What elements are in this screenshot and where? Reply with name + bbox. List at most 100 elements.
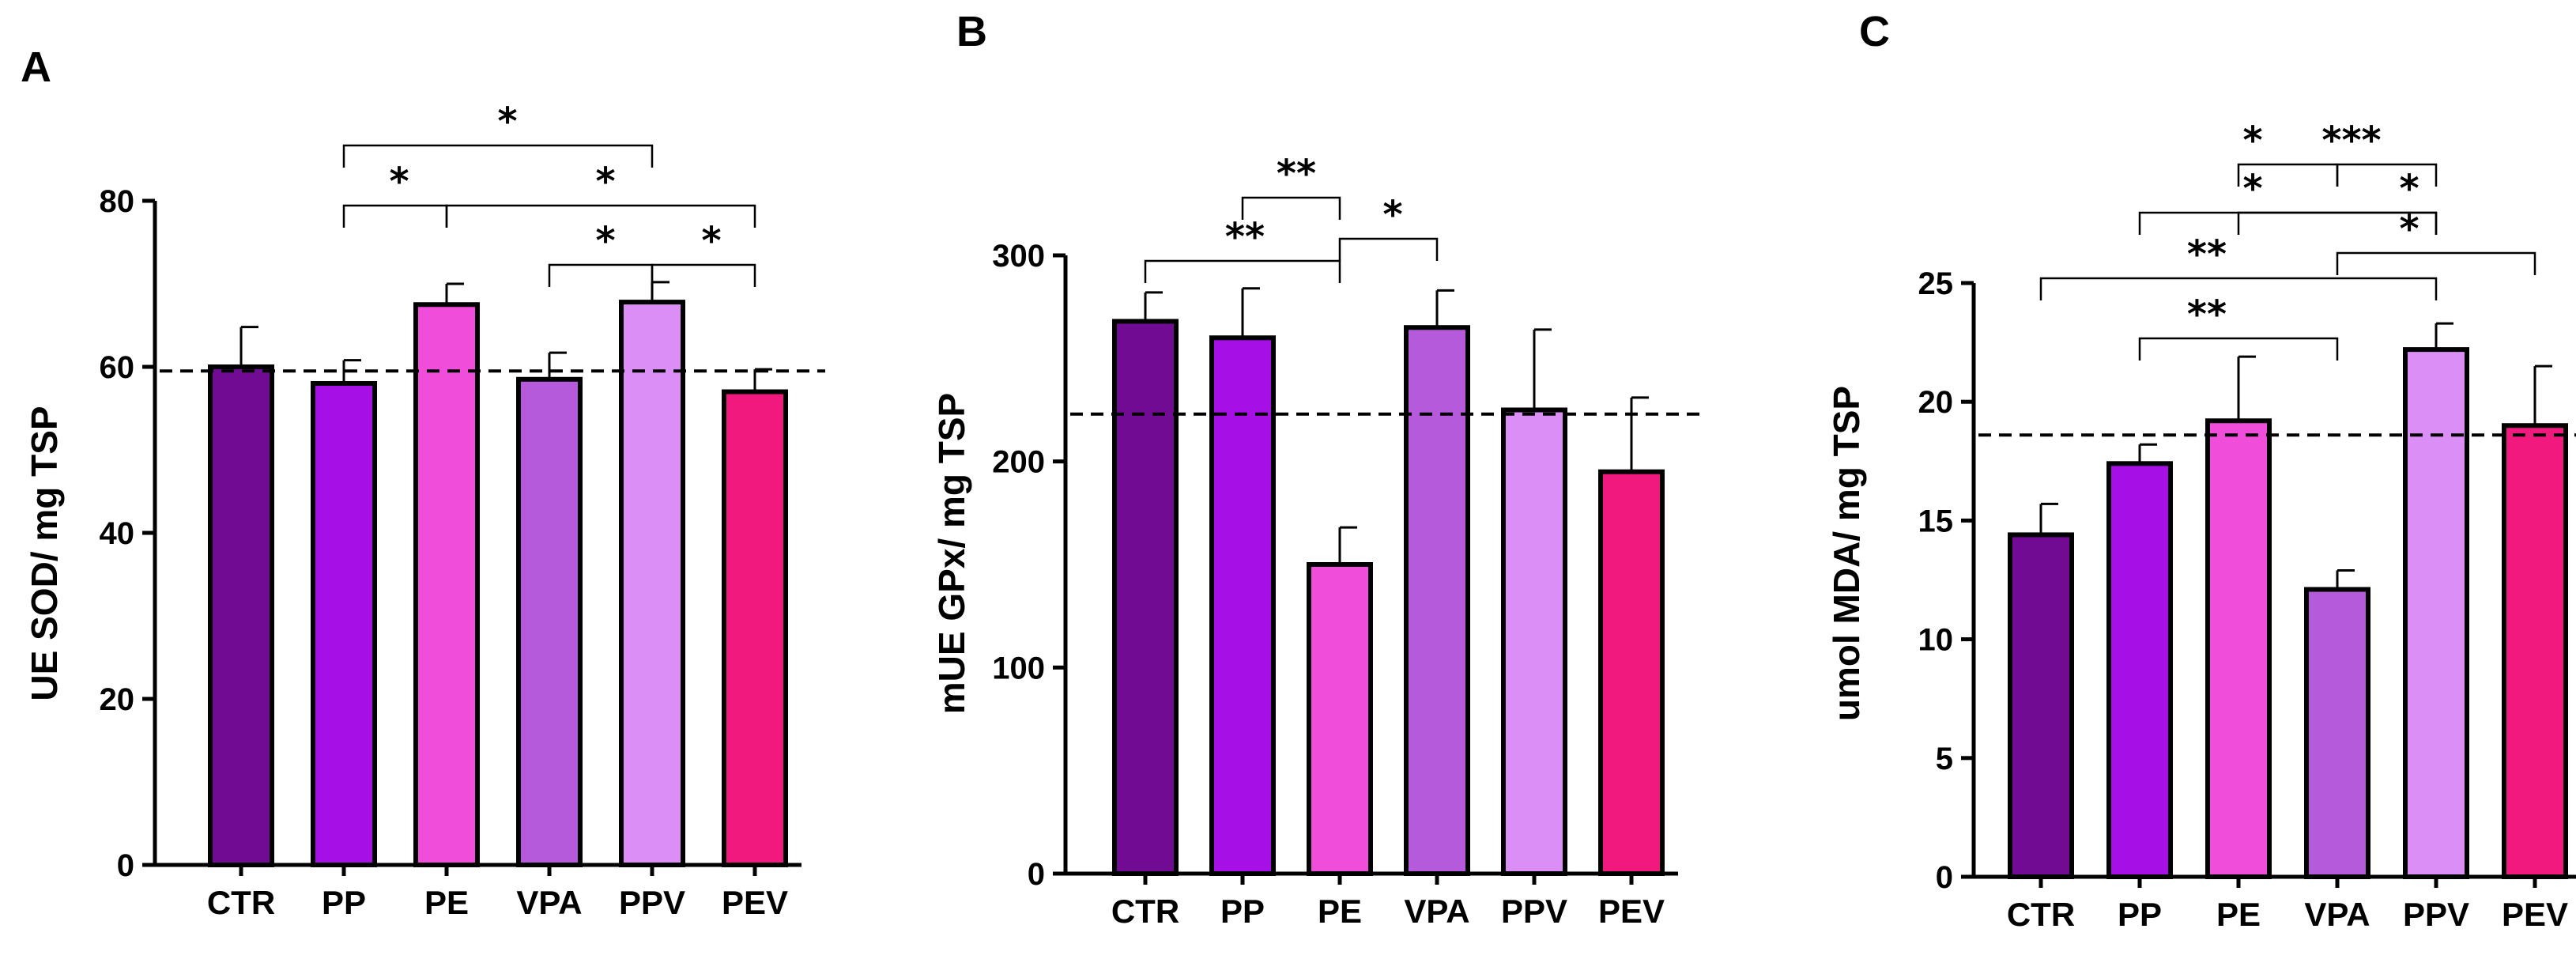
x-tick-label: PEV	[722, 884, 788, 921]
x-tick-label: PP	[1220, 893, 1265, 930]
significance-bracket	[445, 204, 756, 228]
y-tick-label: 0	[117, 848, 134, 883]
bar-pev	[1598, 469, 1665, 876]
y-tick-label: 40	[100, 516, 135, 551]
significance-bracket	[2039, 277, 2438, 300]
x-tick-label: VPA	[1404, 893, 1469, 930]
x-tick-label: VPA	[2304, 896, 2370, 933]
significance-label: *	[2399, 207, 2419, 251]
y-axis-title-c: umol MDA/ mg TSP	[1826, 386, 1867, 721]
significance-label: *	[2242, 167, 2262, 211]
bars-c	[1978, 322, 2576, 879]
panel-b: B mUE GPx/ mg TSP 0 100 200 300 CTR PP PE VPA P…	[931, 8, 1702, 930]
x-tick-label: PP	[322, 884, 366, 921]
bar-vpa	[2304, 587, 2370, 879]
significance-label: *	[595, 160, 615, 204]
panel-letter-a: A	[21, 43, 51, 91]
significance-bracket	[342, 204, 448, 228]
significance-bracket	[1338, 237, 1439, 261]
y-tick-label: 200	[992, 445, 1045, 480]
x-tick-label: CTR	[2007, 896, 2075, 933]
significance-label: **	[1277, 152, 1316, 196]
y-tick-label: 20	[100, 682, 135, 717]
bar-pe	[2205, 418, 2272, 879]
significance-bracket	[2138, 211, 2438, 235]
significance-label: *	[2242, 119, 2262, 163]
significance-c: ******* ****	[2039, 119, 2536, 361]
bar-pp	[1209, 335, 1276, 876]
bar-pev	[2502, 423, 2568, 879]
significance-label: **	[1225, 215, 1265, 259]
bars-b	[1070, 287, 1702, 876]
y-axis-title-b: mUE GPx/ mg TSP	[931, 393, 972, 714]
x-tick-label: CTR	[207, 884, 275, 921]
significance-label: **	[2187, 232, 2227, 277]
significance-bracket	[2336, 163, 2438, 187]
y-axis-title-a: UE SOD/ mg TSP	[24, 406, 65, 700]
panel-letter-b: B	[956, 8, 987, 55]
significance-bracket	[1144, 259, 1341, 283]
significance-label: *	[2399, 167, 2419, 211]
x-tick-label: VPA	[516, 884, 582, 921]
x-tick-label: PE	[1318, 893, 1362, 930]
bar-pev	[722, 389, 788, 867]
y-tick-label: 25	[1918, 266, 1954, 301]
significance-label: **	[2187, 293, 2227, 337]
bar-ppv	[2403, 347, 2469, 879]
x-tick-label: PE	[2216, 896, 2261, 933]
categories-b: CTR PP PE VPA PPV PEV	[1111, 874, 1665, 930]
y-tick-label: 5	[1936, 742, 1953, 776]
x-tick-label: PP	[2118, 896, 2162, 933]
bar-pp	[311, 381, 377, 867]
bar-pp	[2106, 461, 2173, 879]
significance-bracket	[2237, 211, 2438, 235]
y-ticks-c: 0 5 10 15 20 25	[1918, 266, 2576, 895]
significance-label: ***	[2321, 119, 2381, 163]
significance-label: *	[701, 219, 721, 263]
panel-c: C umol MDA/ mg TSP 0 5 10 15 20 25 CTR PP PE VPA…	[1826, 8, 2576, 933]
significance-a: * * * * *	[342, 100, 756, 287]
significance-bracket	[2138, 337, 2339, 361]
significance-label: *	[1382, 193, 1402, 237]
y-tick-label: 100	[992, 651, 1045, 685]
y-tick-label: 0	[1028, 857, 1045, 892]
y-tick-label: 10	[1918, 623, 1954, 658]
significance-bracket	[651, 263, 756, 287]
significance-label: *	[595, 219, 615, 263]
bar-pe	[1307, 562, 1373, 876]
significance-label: *	[389, 160, 409, 204]
x-tick-label: PPV	[2403, 896, 2469, 933]
bar-vpa	[1404, 325, 1470, 876]
categories-a: CTR PP PE VPA PPV PEV	[207, 865, 788, 921]
bar-ctr	[1112, 319, 1179, 876]
bar-ctr	[2008, 532, 2074, 879]
categories-c: CTR PP PE VPA PPV PEV	[2007, 877, 2568, 933]
significance-bracket	[2336, 251, 2536, 275]
significance-label: *	[497, 100, 517, 144]
bar-vpa	[516, 376, 583, 867]
x-tick-label: PPV	[619, 884, 685, 921]
bar-ppv	[1501, 407, 1567, 876]
y-tick-label: 15	[1918, 504, 1954, 538]
y-tick-label: 0	[1936, 860, 1953, 895]
panel-letter-c: C	[1859, 8, 1890, 55]
bars-a	[160, 281, 825, 868]
x-tick-label: PE	[424, 884, 469, 921]
bar-pe	[413, 302, 480, 867]
y-tick-label: 80	[100, 184, 135, 219]
significance-b: *****	[1144, 152, 1439, 283]
x-tick-label: PEV	[1598, 893, 1665, 930]
y-tick-label: 60	[100, 350, 135, 385]
panel-a: A UE SOD/ mg TSP 0 20 40 60 80 CTR PP PE VPA PPV…	[21, 43, 825, 921]
x-tick-label: PEV	[2502, 896, 2568, 933]
y-tick-label: 300	[992, 239, 1045, 274]
y-tick-label: 20	[1918, 385, 1954, 420]
bar-ctr	[208, 364, 274, 867]
significance-bracket	[548, 263, 654, 287]
x-tick-label: PPV	[1501, 893, 1567, 930]
x-tick-label: CTR	[1111, 893, 1179, 930]
bar-ppv	[619, 300, 685, 868]
significance-bracket	[342, 144, 654, 168]
significance-bracket	[1241, 196, 1341, 220]
